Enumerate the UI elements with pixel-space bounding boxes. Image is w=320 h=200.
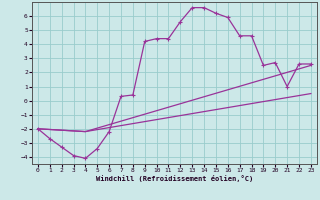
X-axis label: Windchill (Refroidissement éolien,°C): Windchill (Refroidissement éolien,°C) <box>96 175 253 182</box>
